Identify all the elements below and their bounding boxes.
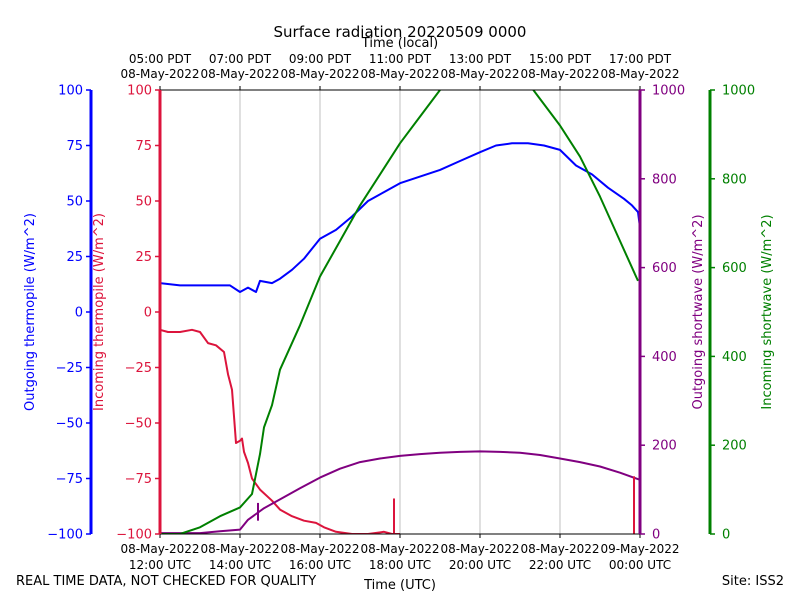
x-tick-label-time: 14:00 UTC	[209, 558, 271, 572]
top-axis-label: Time (local)	[361, 36, 438, 51]
top-tick-label-time: 07:00 PDT	[209, 52, 272, 66]
outgoing-thermopile-tick-label: 0	[75, 306, 83, 321]
x-tick-label-date: 08-May-2022	[200, 542, 279, 556]
top-tick-label-time: 13:00 PDT	[449, 52, 512, 66]
series-line-incoming-shortwave	[160, 90, 639, 534]
chart-title: Surface radiation 20220509 0000	[274, 23, 527, 41]
outgoing-thermopile-axis-label: Outgoing thermopile (W/m^2)	[23, 213, 38, 411]
outgoing-shortwave-tick-label: 200	[652, 439, 677, 454]
bottom-axis-label: Time (UTC)	[363, 578, 436, 593]
series-line-incoming-thermopile	[160, 328, 400, 534]
top-tick-label-time: 17:00 PDT	[609, 52, 672, 66]
x-tick-label-date: 09-May-2022	[600, 542, 679, 556]
incoming-thermopile-axis-label: Incoming thermopile (W/m^2)	[92, 213, 107, 411]
top-tick-label-date: 08-May-2022	[520, 67, 599, 81]
x-tick-label-date: 08-May-2022	[440, 542, 519, 556]
outgoing-shortwave-tick-label: 600	[652, 261, 677, 276]
outgoing-thermopile-tick-label: −50	[56, 417, 83, 432]
series-layer	[160, 90, 640, 534]
x-tick-label-date: 08-May-2022	[280, 542, 359, 556]
outgoing-thermopile-tick-label: −75	[56, 472, 83, 487]
outgoing-shortwave-tick-label: 0	[652, 528, 660, 543]
x-tick-label-date: 08-May-2022	[120, 542, 199, 556]
top-tick-label-date: 08-May-2022	[440, 67, 519, 81]
top-tick-label-date: 08-May-2022	[360, 67, 439, 81]
top-tick-label-date: 08-May-2022	[120, 67, 199, 81]
top-tick-label-date: 08-May-2022	[280, 67, 359, 81]
incoming-shortwave-tick-label: 800	[722, 172, 747, 187]
outgoing-thermopile-tick-label: 50	[66, 195, 83, 210]
incoming-thermopile-tick-label: 25	[135, 250, 152, 265]
incoming-shortwave-tick-label: 1000	[722, 84, 755, 99]
outgoing-thermopile-tick-label: −25	[56, 361, 83, 376]
top-tick-label-time: 15:00 PDT	[529, 52, 592, 66]
site-label: Site: ISS2	[721, 574, 784, 589]
outgoing-thermopile-tick-label: 75	[66, 139, 83, 154]
series-line-outgoing-shortwave	[160, 450, 640, 534]
series-line-outgoing-thermopile	[160, 142, 640, 293]
incoming-thermopile-tick-label: 0	[144, 306, 152, 321]
incoming-shortwave-tick-label: 200	[722, 439, 747, 454]
incoming-thermopile-tick-label: 100	[127, 84, 152, 99]
top-tick-label-date: 08-May-2022	[200, 67, 279, 81]
incoming-thermopile-tick-label: 75	[135, 139, 152, 154]
quality-notice: REAL TIME DATA, NOT CHECKED FOR QUALITY	[16, 574, 317, 589]
outgoing-thermopile-tick-label: −100	[47, 528, 83, 543]
incoming-shortwave-tick-label: 400	[722, 350, 747, 365]
x-tick-label-time: 18:00 UTC	[369, 558, 431, 572]
incoming-shortwave-tick-label: 0	[722, 528, 730, 543]
axes-layer: 08-May-2022 12:00 UTC 08-May-2022 14:00 UTC…	[23, 52, 775, 572]
x-tick-label-date: 08-May-2022	[360, 542, 439, 556]
top-tick-label-time: 09:00 PDT	[289, 52, 352, 66]
x-tick-label-time: 20:00 UTC	[449, 558, 511, 572]
x-tick-label-time: 22:00 UTC	[529, 558, 591, 572]
x-tick-label-time: 12:00 UTC	[129, 558, 191, 572]
top-tick-label-time: 11:00 PDT	[369, 52, 432, 66]
top-tick-label-time: 05:00 PDT	[129, 52, 192, 66]
outgoing-thermopile-tick-label: 100	[58, 84, 83, 99]
outgoing-shortwave-tick-label: 800	[652, 172, 677, 187]
outgoing-shortwave-tick-label: 400	[652, 350, 677, 365]
incoming-shortwave-tick-label: 600	[722, 261, 747, 276]
outgoing-shortwave-axis-label: Outgoing shortwave (W/m^2)	[691, 214, 706, 409]
x-tick-label-time: 16:00 UTC	[289, 558, 351, 572]
incoming-thermopile-tick-label: 50	[135, 195, 152, 210]
incoming-thermopile-tick-label: −25	[125, 361, 152, 376]
incoming-shortwave-axis-label: Incoming shortwave (W/m^2)	[760, 214, 775, 409]
outgoing-shortwave-tick-label: 1000	[652, 84, 685, 99]
incoming-thermopile-tick-label: −75	[125, 472, 152, 487]
incoming-thermopile-tick-label: −50	[125, 417, 152, 432]
incoming-thermopile-tick-label: −100	[116, 528, 152, 543]
outgoing-thermopile-tick-label: 25	[66, 250, 83, 265]
top-tick-label-date: 08-May-2022	[600, 67, 679, 81]
x-tick-label-date: 08-May-2022	[520, 542, 599, 556]
x-tick-label-time: 00:00 UTC	[609, 558, 671, 572]
